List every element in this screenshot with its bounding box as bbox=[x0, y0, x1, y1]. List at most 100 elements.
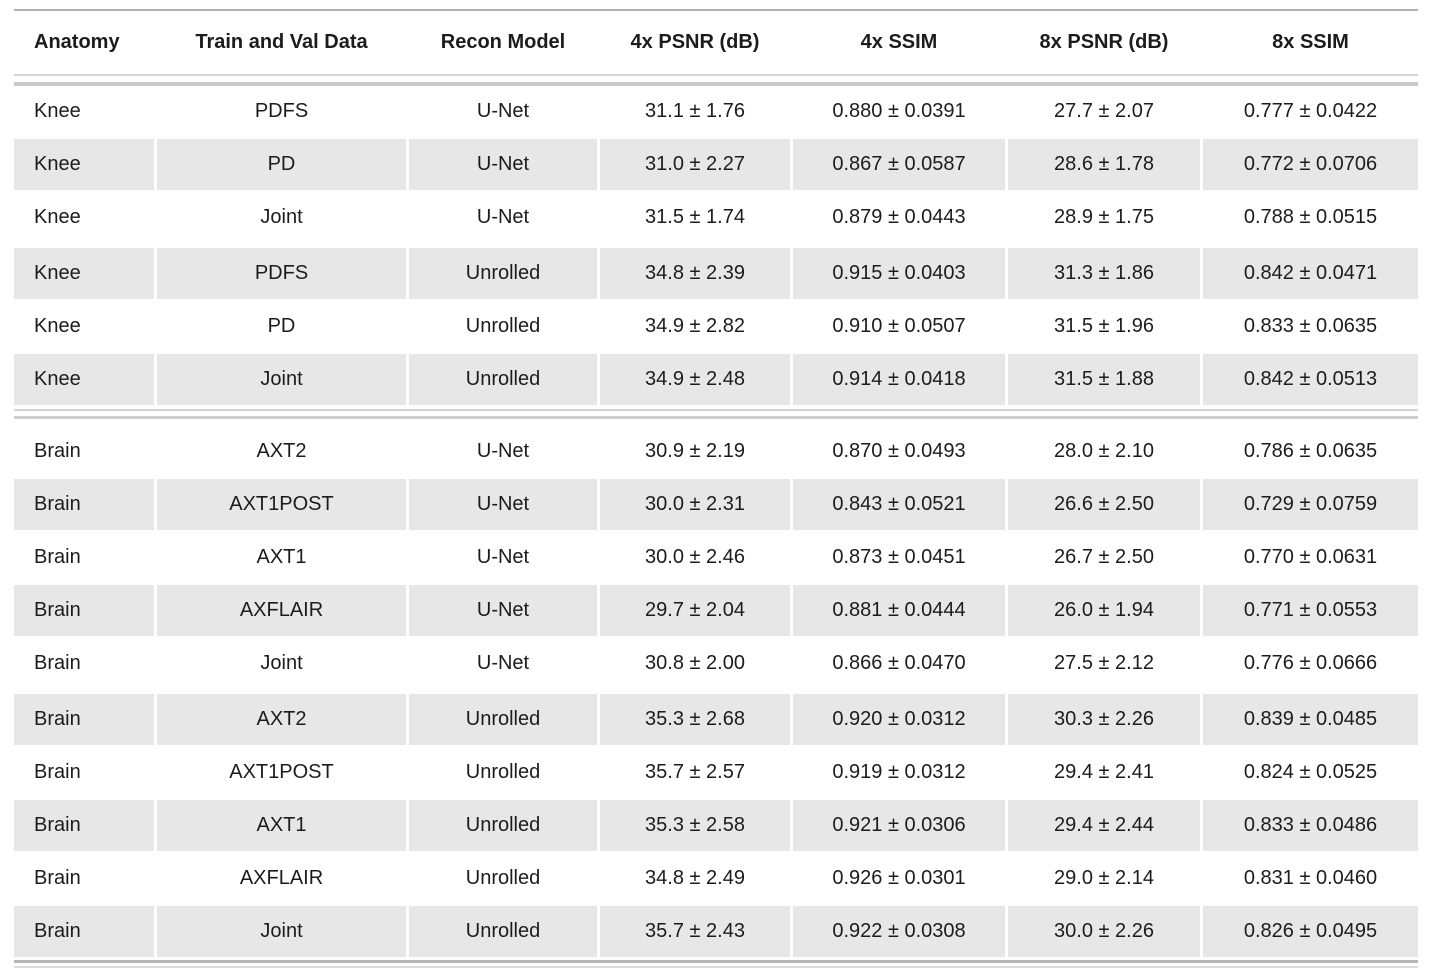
cell-psnr-8x: 27.7 ± 2.07 bbox=[1054, 100, 1154, 122]
cell-psnr-8x: 28.9 ± 1.75 bbox=[1054, 206, 1154, 228]
section-separator-rule bbox=[14, 409, 1418, 419]
table-row: Brain AXT1POST U-Net 30.0 ± 2.31 0.843 ± 0.0… bbox=[14, 479, 1418, 530]
cell-ssim-8x: 0.833 ± 0.0635 bbox=[1243, 315, 1378, 337]
cell-psnr-4x: 34.9 ± 2.48 bbox=[600, 354, 790, 405]
cell-anatomy: Brain bbox=[34, 867, 81, 889]
cell-recon-model: U-Net bbox=[476, 206, 530, 228]
cell-ssim-8x: 0.772 ± 0.0706 bbox=[1203, 139, 1418, 190]
cell-recon-model: U-Net bbox=[476, 100, 530, 122]
cell-ssim-4x: 0.921 ± 0.0306 bbox=[793, 800, 1005, 851]
cell-anatomy: Brain bbox=[14, 479, 154, 530]
cell-train-val-data: PD bbox=[267, 315, 296, 337]
cell-ssim-4x: 0.866 ± 0.0470 bbox=[832, 652, 966, 674]
cell-ssim-4x: 0.873 ± 0.0451 bbox=[832, 546, 966, 568]
cell-psnr-8x: 29.4 ± 2.44 bbox=[1008, 800, 1200, 851]
cell-psnr-8x: 29.0 ± 2.14 bbox=[1054, 867, 1154, 889]
cell-ssim-4x: 0.920 ± 0.0312 bbox=[793, 694, 1005, 745]
column-header-psnr-4x: 4x PSNR (dB) bbox=[630, 30, 760, 53]
cell-ssim-8x: 0.786 ± 0.0635 bbox=[1243, 440, 1378, 462]
cell-anatomy: Knee bbox=[14, 248, 154, 299]
table-bottom-rule bbox=[14, 960, 1418, 968]
cell-recon-model: Unrolled bbox=[465, 315, 541, 337]
knee-section: Knee PDFS U-Net 31.1 ± 1.76 0.880 ± 0.0391 27… bbox=[14, 86, 1418, 405]
column-header-psnr-8x: 8x PSNR (dB) bbox=[1039, 30, 1169, 53]
cell-train-val-data: AXFLAIR bbox=[157, 585, 406, 636]
column-header-train-val-data: Train and Val Data bbox=[195, 30, 368, 53]
table-row: Brain AXT1 Unrolled 35.3 ± 2.58 0.921 ± 0.03… bbox=[14, 800, 1418, 851]
cell-recon-model: U-Net bbox=[409, 139, 597, 190]
cell-psnr-4x: 30.9 ± 2.19 bbox=[645, 440, 745, 462]
table-row: Brain AXT2 U-Net 30.9 ± 2.19 0.870 ± 0.0493 2… bbox=[14, 426, 1418, 477]
cell-recon-model: U-Net bbox=[409, 479, 597, 530]
cell-psnr-8x: 26.6 ± 2.50 bbox=[1008, 479, 1200, 530]
cell-recon-model: U-Net bbox=[476, 440, 530, 462]
cell-psnr-4x: 35.7 ± 2.43 bbox=[600, 906, 790, 957]
rule-line bbox=[14, 82, 1418, 86]
column-header-ssim-8x: 8x SSIM bbox=[1272, 30, 1349, 53]
cell-anatomy: Brain bbox=[14, 800, 154, 851]
cell-ssim-4x: 0.870 ± 0.0493 bbox=[832, 440, 966, 462]
cell-ssim-8x: 0.833 ± 0.0486 bbox=[1203, 800, 1418, 851]
cell-psnr-4x: 35.3 ± 2.68 bbox=[600, 694, 790, 745]
table-row: Brain Joint Unrolled 35.7 ± 2.43 0.922 ± 0.0… bbox=[14, 906, 1418, 957]
cell-ssim-4x: 0.879 ± 0.0443 bbox=[832, 206, 966, 228]
cell-psnr-8x: 26.7 ± 2.50 bbox=[1054, 546, 1154, 568]
brain-section: Brain AXT2 U-Net 30.9 ± 2.19 0.870 ± 0.0493 2… bbox=[14, 426, 1418, 957]
cell-ssim-4x: 0.915 ± 0.0403 bbox=[793, 248, 1005, 299]
header-separator-rule bbox=[14, 74, 1418, 86]
cell-train-val-data: AXT1 bbox=[256, 546, 307, 568]
cell-ssim-8x: 0.771 ± 0.0553 bbox=[1203, 585, 1418, 636]
cell-anatomy: Knee bbox=[14, 354, 154, 405]
cell-recon-model: U-Net bbox=[409, 585, 597, 636]
cell-psnr-4x: 35.3 ± 2.58 bbox=[600, 800, 790, 851]
cell-psnr-4x: 30.0 ± 2.31 bbox=[600, 479, 790, 530]
rule-line bbox=[14, 409, 1418, 411]
cell-psnr-4x: 34.9 ± 2.82 bbox=[645, 315, 745, 337]
cell-psnr-4x: 34.8 ± 2.49 bbox=[645, 867, 745, 889]
cell-ssim-8x: 0.824 ± 0.0525 bbox=[1243, 761, 1378, 783]
cell-ssim-8x: 0.729 ± 0.0759 bbox=[1203, 479, 1418, 530]
cell-ssim-8x: 0.776 ± 0.0666 bbox=[1243, 652, 1378, 674]
cell-train-val-data: AXT2 bbox=[157, 694, 406, 745]
cell-train-val-data: Joint bbox=[260, 652, 303, 674]
cell-ssim-4x: 0.881 ± 0.0444 bbox=[793, 585, 1005, 636]
rule-line bbox=[14, 960, 1418, 963]
cell-ssim-4x: 0.910 ± 0.0507 bbox=[832, 315, 966, 337]
cell-ssim-4x: 0.880 ± 0.0391 bbox=[832, 100, 966, 122]
cell-train-val-data: Joint bbox=[157, 354, 406, 405]
cell-psnr-4x: 30.0 ± 2.46 bbox=[645, 546, 745, 568]
table-row: Brain AXFLAIR U-Net 29.7 ± 2.04 0.881 ± 0.04… bbox=[14, 585, 1418, 636]
cell-train-val-data: Joint bbox=[157, 906, 406, 957]
cell-recon-model: Unrolled bbox=[465, 867, 541, 889]
cell-train-val-data: AXFLAIR bbox=[239, 867, 324, 889]
column-header-ssim-4x: 4x SSIM bbox=[860, 30, 938, 53]
table-row: Knee Joint U-Net 31.5 ± 1.74 0.879 ± 0.0443 2… bbox=[14, 192, 1418, 243]
cell-anatomy: Brain bbox=[14, 906, 154, 957]
results-table: Anatomy Train and Val Data Recon Model 4… bbox=[14, 9, 1418, 968]
cell-train-val-data: AXT2 bbox=[256, 440, 307, 462]
cell-psnr-4x: 29.7 ± 2.04 bbox=[600, 585, 790, 636]
cell-ssim-8x: 0.777 ± 0.0422 bbox=[1243, 100, 1378, 122]
cell-ssim-8x: 0.839 ± 0.0485 bbox=[1203, 694, 1418, 745]
table-row: Brain Joint U-Net 30.8 ± 2.00 0.866 ± 0.0470… bbox=[14, 638, 1418, 689]
cell-ssim-8x: 0.788 ± 0.0515 bbox=[1243, 206, 1378, 228]
table-row: Brain AXT2 Unrolled 35.3 ± 2.68 0.920 ± 0.03… bbox=[14, 694, 1418, 745]
cell-psnr-8x: 28.6 ± 1.78 bbox=[1008, 139, 1200, 190]
cell-recon-model: Unrolled bbox=[409, 248, 597, 299]
cell-psnr-8x: 31.5 ± 1.88 bbox=[1008, 354, 1200, 405]
cell-ssim-4x: 0.919 ± 0.0312 bbox=[832, 761, 966, 783]
cell-train-val-data: AXT1 bbox=[157, 800, 406, 851]
cell-ssim-8x: 0.831 ± 0.0460 bbox=[1243, 867, 1378, 889]
table-row: Knee PD Unrolled 34.9 ± 2.82 0.910 ± 0.0507 3… bbox=[14, 301, 1418, 352]
cell-ssim-8x: 0.770 ± 0.0631 bbox=[1243, 546, 1378, 568]
cell-psnr-8x: 31.5 ± 1.96 bbox=[1054, 315, 1154, 337]
cell-recon-model: Unrolled bbox=[465, 761, 541, 783]
cell-anatomy: Brain bbox=[34, 546, 81, 568]
cell-anatomy: Knee bbox=[34, 315, 81, 337]
cell-anatomy: Knee bbox=[34, 100, 81, 122]
cell-recon-model: U-Net bbox=[476, 546, 530, 568]
cell-anatomy: Knee bbox=[34, 206, 81, 228]
cell-recon-model: Unrolled bbox=[409, 906, 597, 957]
table-row: Knee Joint Unrolled 34.9 ± 2.48 0.914 ± 0.04… bbox=[14, 354, 1418, 405]
cell-ssim-8x: 0.842 ± 0.0513 bbox=[1203, 354, 1418, 405]
